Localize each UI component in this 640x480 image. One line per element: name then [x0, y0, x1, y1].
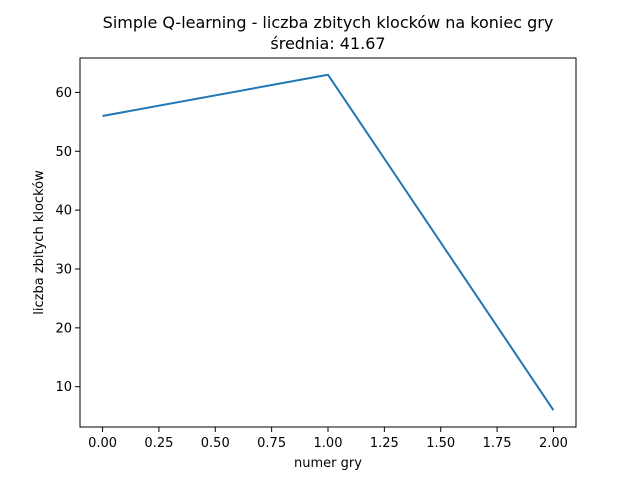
x-tick-label: 1.50 — [426, 436, 455, 451]
data-point — [102, 115, 104, 117]
x-tick-label: 0.75 — [257, 436, 286, 451]
y-tick-label: 10 — [55, 380, 72, 395]
x-tick-label: 0.25 — [144, 436, 173, 451]
y-tick-label: 20 — [55, 321, 72, 336]
x-tick-label: 1.75 — [483, 436, 512, 451]
chart-title: Simple Q-learning - liczba zbitych klock… — [103, 13, 554, 32]
y-tick-label: 60 — [55, 86, 72, 101]
data-point — [552, 409, 554, 411]
series-layer — [102, 73, 555, 411]
y-axis-label: liczba zbitych klocków — [32, 170, 47, 315]
chart-subtitle: średnia: 41.67 — [270, 34, 385, 53]
y-tick-label: 30 — [55, 262, 72, 277]
x-tick-label: 2.00 — [539, 436, 568, 451]
y-axis: 10 20 30 40 50 60 — [55, 86, 80, 395]
plot-area: 0.00 0.25 0.50 0.75 1.00 1.25 1.50 1.75 2.00 10 2… — [55, 57, 577, 451]
y-tick-label: 50 — [55, 145, 72, 160]
x-tick-label: 0.50 — [201, 436, 230, 451]
x-tick-label: 1.25 — [370, 436, 399, 451]
x-tick-label: 1.00 — [314, 436, 343, 451]
plot-frame — [79, 57, 577, 428]
x-axis-label: numer gry — [294, 456, 362, 471]
x-tick-label: 0.00 — [88, 436, 117, 451]
y-tick-label: 40 — [55, 204, 72, 219]
data-point — [327, 74, 329, 76]
series-line — [102, 73, 555, 411]
x-axis: 0.00 0.25 0.50 0.75 1.00 1.25 1.50 1.75 2.00 — [88, 427, 568, 451]
